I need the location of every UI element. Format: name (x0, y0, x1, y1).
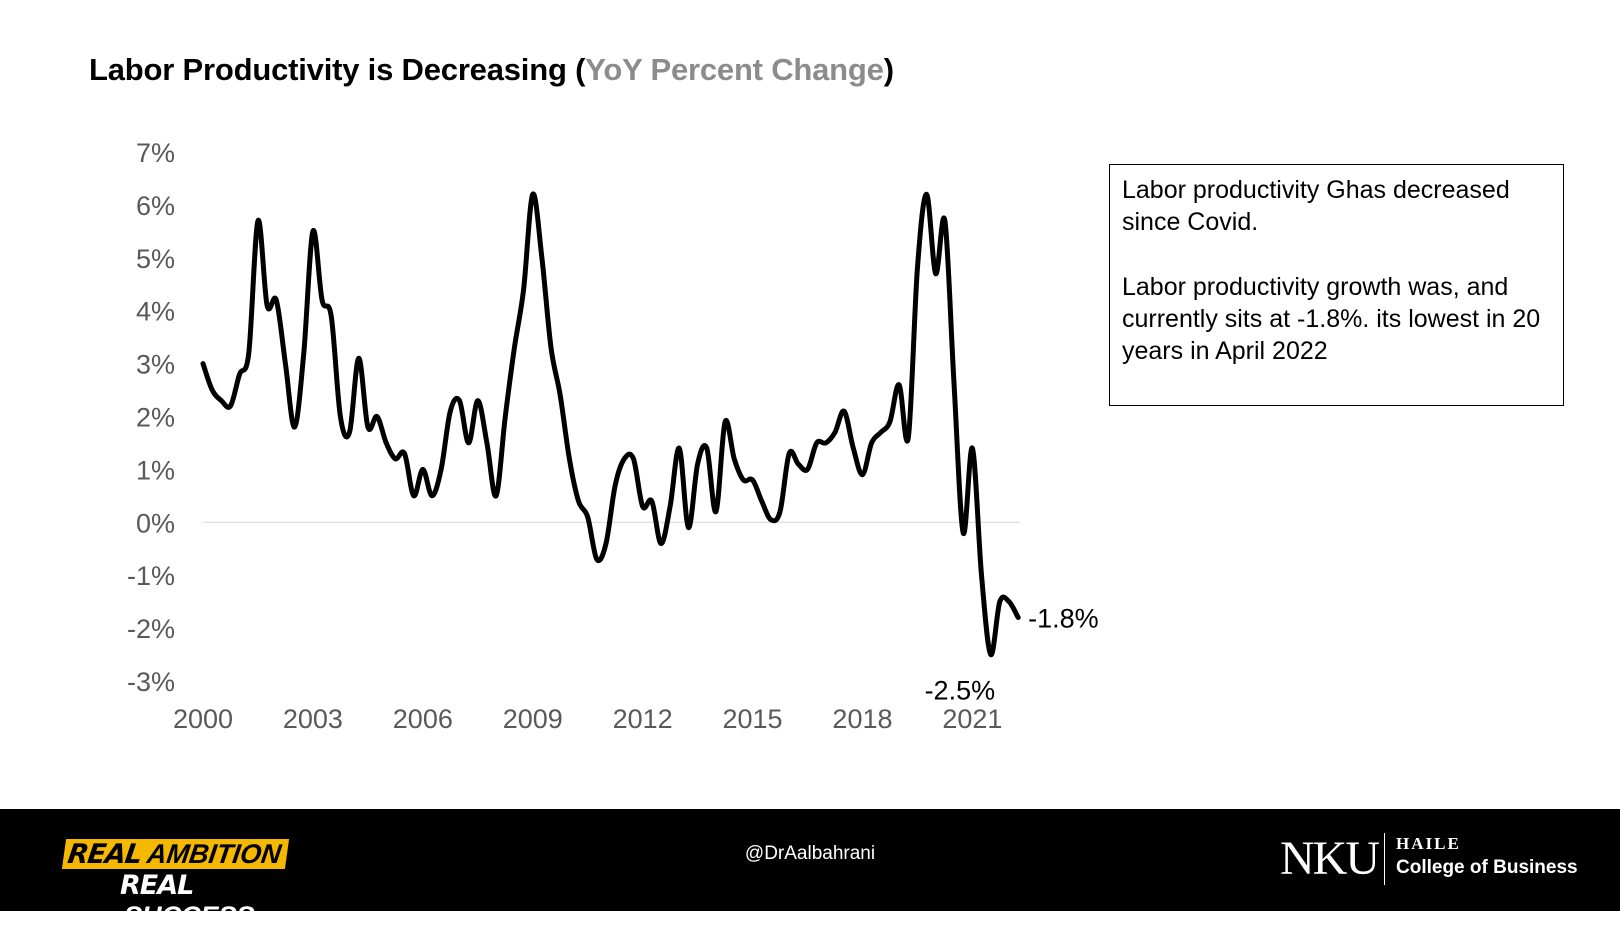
x-tick-label: 2012 (613, 704, 673, 734)
y-tick-label: 4% (136, 297, 175, 327)
y-tick-label: -2% (127, 614, 175, 644)
x-tick-label: 2000 (173, 704, 233, 734)
y-tick-label: 0% (136, 508, 175, 538)
page-title: Labor Productivity is Decreasing (YoY Pe… (89, 52, 894, 88)
y-tick-label: 3% (136, 350, 175, 380)
real-ambition-logo: REALAMBITION REALSUCCESS (61, 827, 302, 931)
x-tick-label: 2006 (393, 704, 453, 734)
line-chart: -3%-2%-1%0%1%2%3%4%5%6%7% 2000 2003 2006 20… (127, 138, 1099, 734)
x-axis: 2000 2003 2006 2009 2012 2015 2018 2021 (173, 704, 1002, 734)
logo-line-2: REALSUCCESS (120, 871, 302, 931)
x-tick-label: 2009 (503, 704, 563, 734)
commentary-paragraph-1: Labor productivity Ghas decreased since … (1122, 176, 1510, 236)
series-group (200, 191, 1021, 658)
logo-word-real-2: REAL (120, 870, 194, 901)
y-tick-label: 6% (136, 191, 175, 221)
y-axis: -3% -2% -1% 0% 1% 2% 3% 4% 5% 6% 7% (127, 138, 175, 697)
commentary-paragraph-2: Labor productivity growth was, and curre… (1122, 273, 1541, 365)
y-tick-label: 7% (136, 138, 175, 168)
nku-wordmark: NKU (1280, 832, 1380, 885)
annotations: -1.8% -2.5% (925, 604, 1099, 706)
y-tick-label: 1% (136, 455, 175, 485)
nku-haile-logo: NKU HAILE College of Business (1280, 829, 1600, 899)
x-tick-label: 2003 (283, 704, 343, 734)
y-tick-label: 2% (136, 403, 175, 433)
logo-haile-text: HAILE (1396, 834, 1461, 853)
logo-word-success: SUCCESS (124, 901, 255, 931)
y-tick-label: -3% (127, 667, 175, 697)
title-subtitle: YoY Percent Change (585, 52, 884, 87)
y-tick-label: -1% (127, 561, 175, 591)
series-line (200, 191, 1021, 658)
title-close: ) (883, 52, 894, 87)
y-tick-label: 5% (136, 244, 175, 274)
title-main: Labor Productivity is Decreasing ( (89, 52, 586, 87)
logo-college-text: College of Business (1396, 857, 1578, 878)
logo-divider (1384, 833, 1385, 885)
data-label-low: -2.5% (925, 676, 996, 706)
x-tick-label: 2015 (723, 704, 783, 734)
author-handle: @DrAalbahrani (744, 843, 876, 864)
x-tick-label: 2018 (832, 704, 892, 734)
commentary-box: Labor productivity Ghas decreased since … (1109, 164, 1564, 406)
footer-bar: REALAMBITION REALSUCCESS @DrAalbahrani N… (0, 809, 1620, 931)
x-tick-label: 2021 (942, 704, 1002, 734)
data-label-latest: -1.8% (1028, 604, 1099, 634)
